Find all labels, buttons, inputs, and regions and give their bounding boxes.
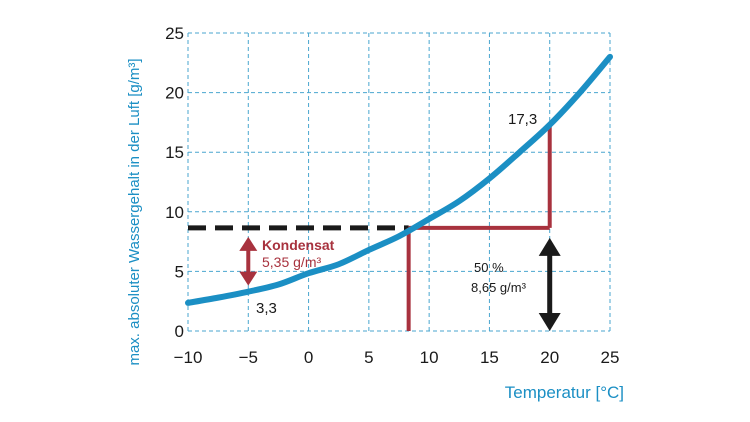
percent-value: 8,65 g/m³ [471,280,527,295]
axis-ticks: −10 −5 0 5 10 15 20 25 0 5 10 15 20 25 [165,24,619,367]
y-tick-label: 5 [175,262,184,281]
x-tick-label: −5 [239,348,258,367]
percent-arrow-head-up [538,237,561,256]
y-tick-label: 15 [165,143,184,162]
label-17-3: 17,3 [508,111,537,128]
y-tick-label: 25 [165,24,184,43]
x-tick-label: 0 [304,348,313,367]
grid-lines [187,32,611,332]
x-tick-label: 15 [480,348,499,367]
x-axis-label: Temperatur [°C] [505,383,624,402]
x-tick-label: 20 [540,348,559,367]
x-tick-label: −10 [174,348,203,367]
kondensat-arrow-head-up [239,236,258,251]
y-axis-label: max. absoluter Wassergehalt in der Luft … [126,58,143,365]
kondensat-value: 5,35 g/m³ [262,254,321,270]
kondensat-arrow-head-down [239,271,258,286]
annotation-marks [188,124,561,331]
saturation-curve [185,53,613,306]
kondensat-title: Kondensat [262,237,335,253]
x-tick-label: 5 [364,348,373,367]
y-tick-label: 0 [175,322,184,341]
percent-label: 50 % [474,260,504,275]
x-tick-label: 10 [420,348,439,367]
percent-arrow-head-down [538,313,561,331]
label-3-3: 3,3 [256,300,277,317]
x-tick-label: 25 [601,348,620,367]
y-tick-label: 10 [165,203,184,222]
curve-layer [185,53,613,306]
y-tick-label: 20 [165,84,184,103]
